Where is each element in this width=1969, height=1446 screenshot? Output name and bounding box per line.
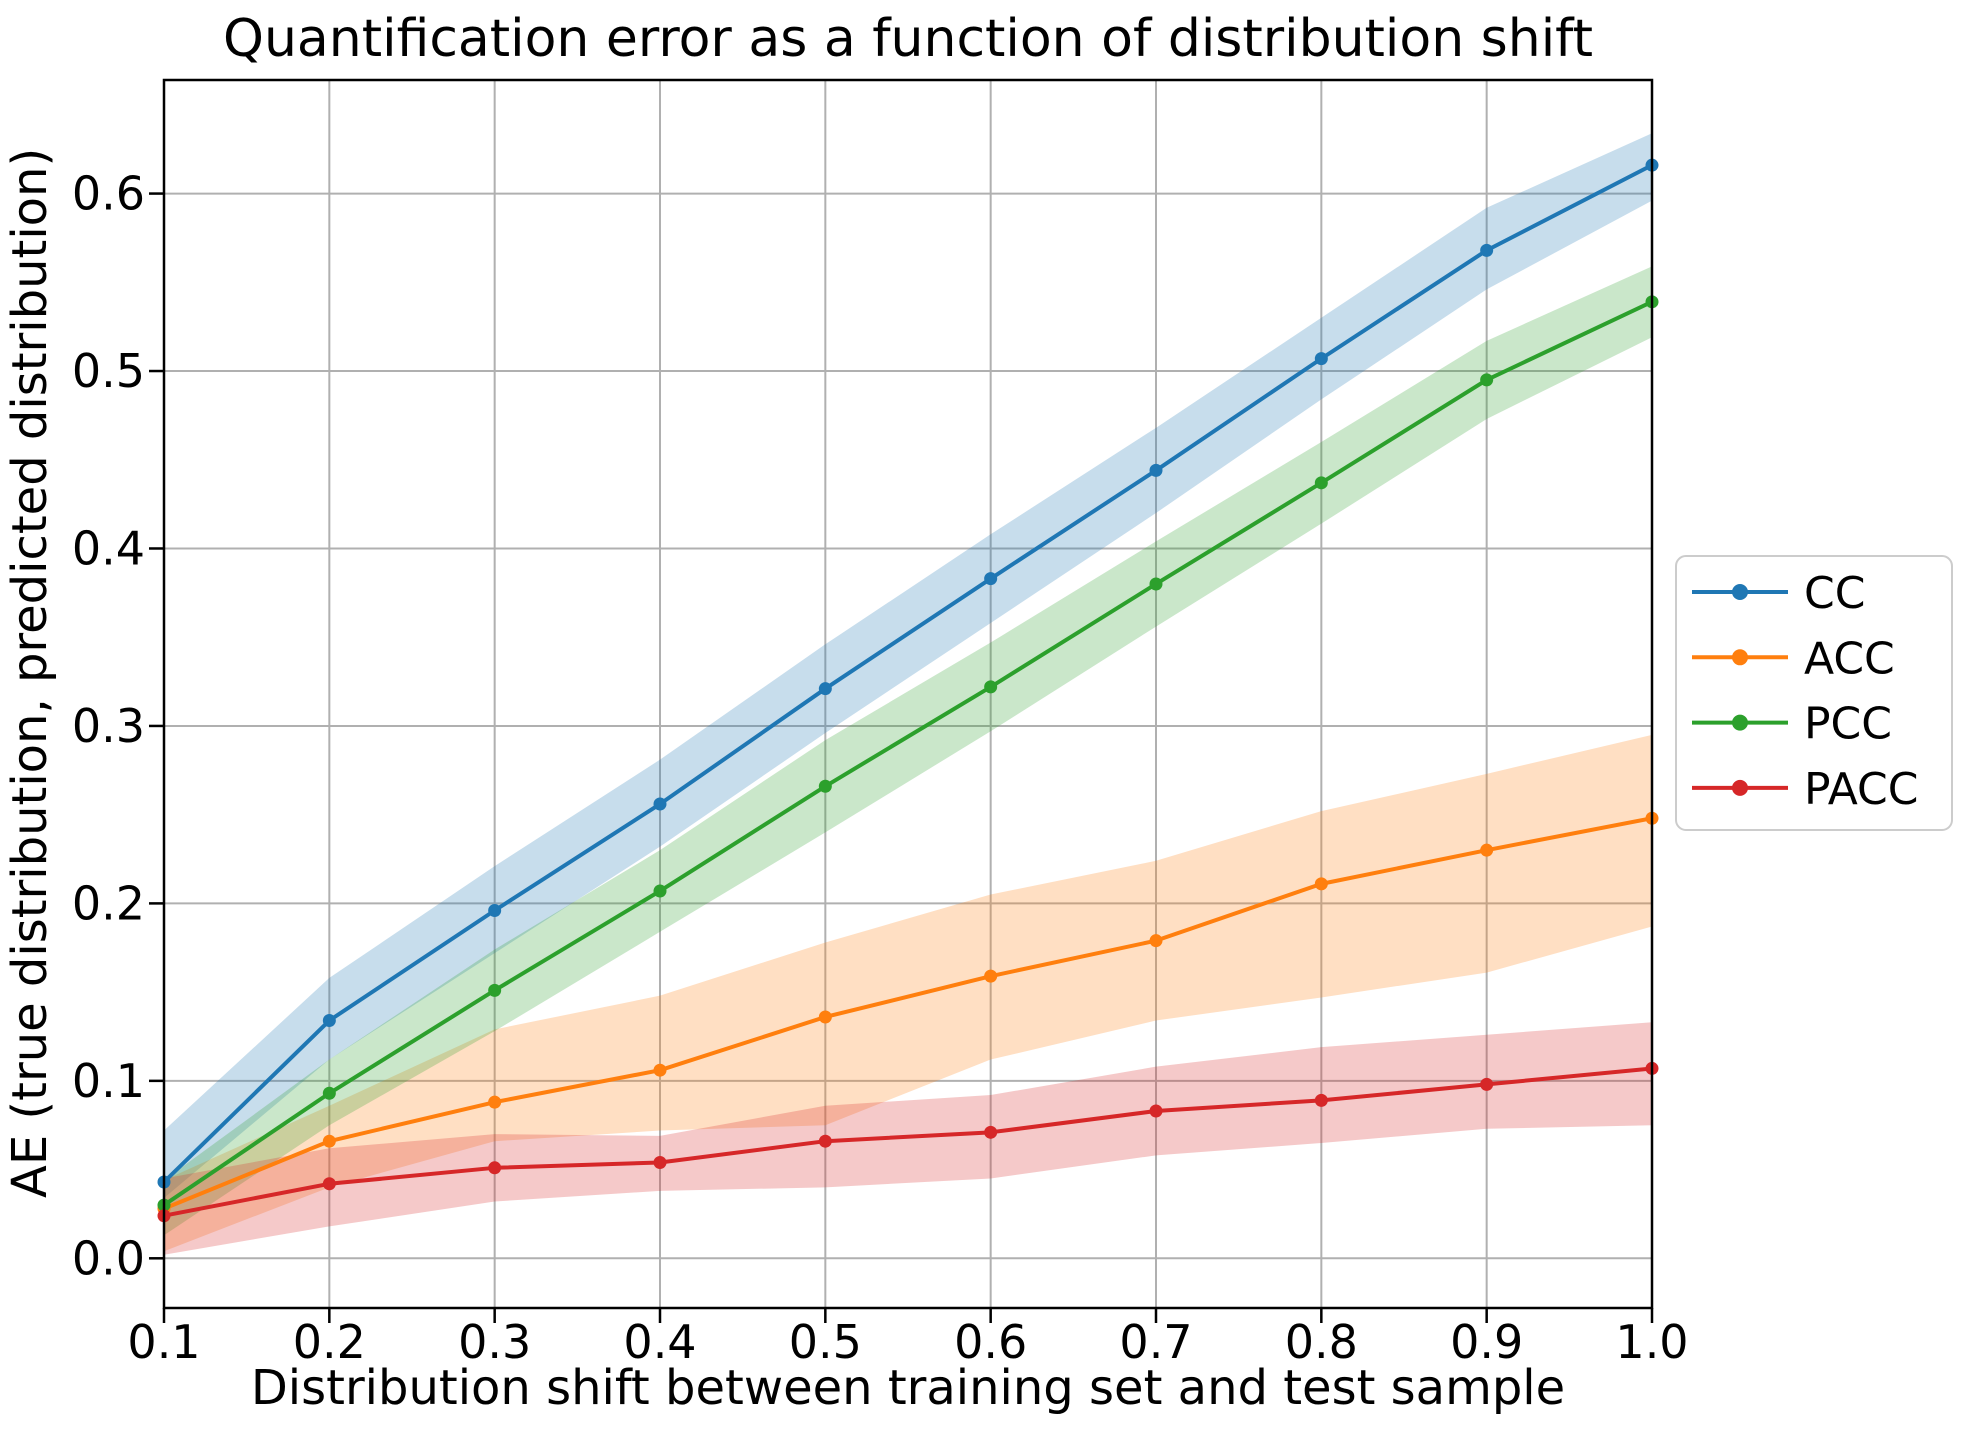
data-point-marker-PCC	[653, 884, 667, 898]
y-tick-label: 0.4	[72, 521, 145, 575]
y-tick-label: 0.0	[72, 1231, 145, 1285]
data-point-marker-PACC	[818, 1134, 832, 1148]
data-point-marker-CC	[1149, 463, 1163, 477]
data-point-marker-PCC	[984, 680, 998, 694]
legend-label-PACC: PACC	[1804, 764, 1919, 815]
x-tick-label: 0.3	[458, 1315, 531, 1369]
x-tick-label: 0.5	[789, 1315, 862, 1369]
data-point-marker-PACC	[1480, 1077, 1494, 1091]
data-point-marker-CC	[1480, 243, 1494, 257]
series-line-CC	[162, 163, 1653, 1184]
data-point-marker-PCC	[818, 779, 832, 793]
data-point-marker-PACC	[1149, 1104, 1163, 1118]
x-tick-label: 0.7	[1119, 1315, 1192, 1369]
legend: CC ACC PCC PACC	[1675, 555, 1953, 831]
data-point-marker-CC	[1314, 352, 1328, 366]
data-point-marker-CC	[984, 572, 998, 586]
y-tick-label: 0.6	[72, 167, 145, 221]
legend-label-CC: CC	[1804, 568, 1865, 619]
data-point-marker-ACC	[1149, 934, 1163, 948]
x-tick-label: 0.2	[293, 1315, 366, 1369]
data-point-marker-CC	[488, 903, 502, 917]
series-line-PACC	[163, 1066, 1653, 1218]
series-line-ACC	[163, 816, 1653, 1211]
data-point-marker-ACC	[322, 1134, 336, 1148]
data-point-marker-ACC	[818, 1010, 832, 1024]
y-tick-label: 0.3	[72, 699, 145, 753]
series-line-PCC	[162, 300, 1653, 1207]
x-tick-label: 0.1	[127, 1315, 200, 1369]
axes-spines	[162, 78, 1654, 1310]
data-point-marker-ACC	[653, 1063, 667, 1077]
legend-marker-ACC	[1732, 649, 1748, 666]
legend-item-PACC: PACC	[1692, 764, 1919, 815]
data-point-marker-PCC	[322, 1086, 336, 1100]
data-point-marker-ACC	[984, 969, 998, 983]
legend-item-CC: CC	[1692, 568, 1865, 619]
confidence-band-CC	[164, 133, 1652, 1198]
legend-marker-CC	[1732, 584, 1748, 600]
legend-marker-PACC	[1732, 779, 1748, 796]
x-tick-label: 0.9	[1450, 1315, 1523, 1369]
legend-item-PCC: PCC	[1692, 699, 1892, 750]
y-tick-label: 0.5	[72, 344, 145, 398]
legend-box	[1675, 555, 1953, 831]
data-point-marker-PACC	[488, 1161, 502, 1175]
legend-label-ACC: ACC	[1804, 633, 1895, 684]
data-point-marker-PCC	[1480, 373, 1494, 387]
data-point-marker-CC	[322, 1014, 336, 1028]
data-point-marker-PACC	[322, 1177, 336, 1191]
y-tick-label: 0.1	[72, 1054, 145, 1108]
confidence-band-ACC	[164, 734, 1652, 1252]
data-point-marker-PCC	[1314, 476, 1328, 490]
data-point-marker-ACC	[488, 1095, 502, 1109]
data-point-marker-PACC	[653, 1155, 667, 1169]
y-axis-label: AE (true distribution, predicted distrib…	[2, 147, 58, 1198]
x-axis-label: Distribution shift between training set …	[250, 1360, 1566, 1416]
x-tick-label: 1.0	[1615, 1315, 1688, 1369]
data-point-marker-ACC	[1314, 877, 1328, 891]
data-point-marker-PACC	[1314, 1093, 1328, 1107]
chart-title: Quantification error as a function of di…	[223, 9, 1593, 69]
x-tick-label: 0.6	[954, 1315, 1027, 1369]
data-point-marker-CC	[818, 682, 832, 696]
y-tick-label: 0.2	[72, 876, 145, 930]
data-point-marker-PACC	[984, 1125, 998, 1139]
legend-label-PCC: PCC	[1804, 699, 1892, 750]
x-tick-label: 0.8	[1285, 1315, 1358, 1369]
data-point-marker-ACC	[1480, 843, 1494, 857]
data-point-marker-CC	[653, 797, 667, 811]
data-point-marker-PCC	[1149, 577, 1163, 591]
x-tick-label: 0.4	[623, 1315, 696, 1369]
legend-item-ACC: ACC	[1692, 633, 1895, 684]
legend-marker-PCC	[1732, 714, 1748, 731]
data-point-marker-PCC	[488, 983, 502, 997]
